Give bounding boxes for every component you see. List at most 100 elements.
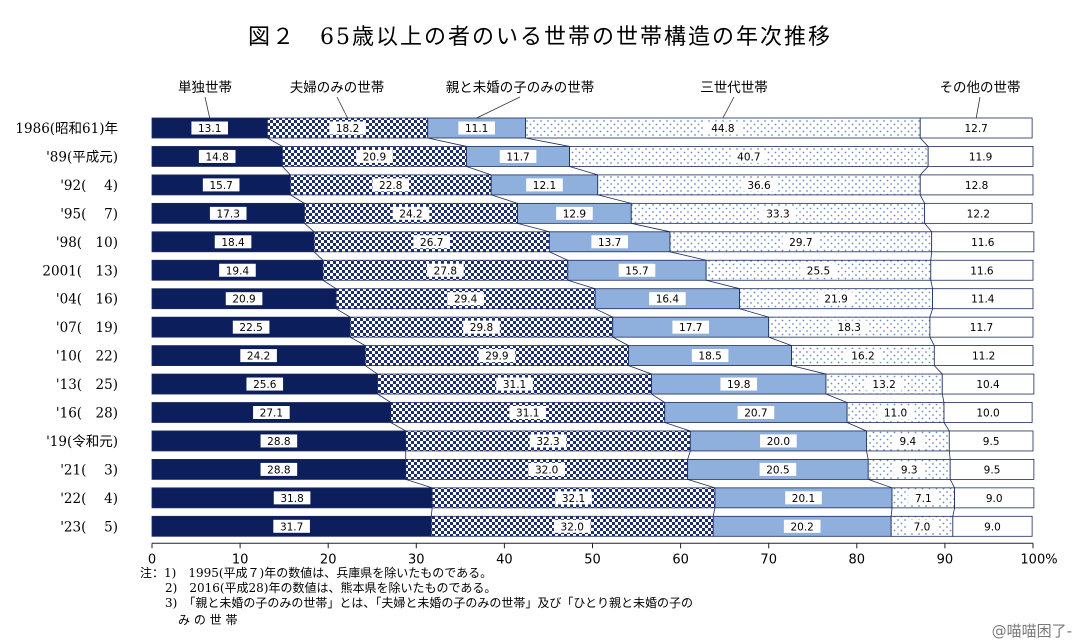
value-label-bg <box>965 349 1002 363</box>
value-label-bg <box>759 206 797 220</box>
connector-line <box>390 422 406 432</box>
value-label-bg <box>526 178 563 192</box>
value-label-bg <box>463 320 500 334</box>
value-label: 7.1 <box>915 493 932 505</box>
value-label: 12.9 <box>563 208 586 220</box>
value-label: 20.9 <box>363 151 386 163</box>
connector-line <box>322 279 337 290</box>
value-label-bg <box>458 121 495 135</box>
value-label: 11.7 <box>970 322 993 334</box>
value-label: 29.7 <box>789 237 812 249</box>
value-label: 10.4 <box>976 379 1000 391</box>
value-label: 26.7 <box>420 237 443 249</box>
value-label: 16.4 <box>656 294 680 306</box>
connector-line <box>929 308 933 318</box>
value-label-bg <box>273 519 310 533</box>
connector-line <box>791 365 827 375</box>
value-label-bg <box>672 320 710 334</box>
legend-label: その他の世帯 <box>940 80 1021 96</box>
value-label: 29.8 <box>470 322 493 334</box>
connector-line <box>846 422 867 432</box>
connector-line <box>919 166 929 176</box>
connector-line <box>304 223 315 233</box>
legend-label: 単独世帯 <box>178 80 232 96</box>
note-2: 2) 2016(平成28)年の数値は、熊本県を除いたものである。 <box>165 580 496 595</box>
value-label: 9.3 <box>901 464 918 476</box>
value-label: 32.3 <box>536 436 559 448</box>
value-label-bg <box>783 519 821 533</box>
note-3: 3) 「親と未婚の子のみの世帯」とは、「夫婦と未婚の子のみの世帯」及び「ひとり親… <box>165 595 693 610</box>
connector-line <box>706 279 740 290</box>
value-label: 11.0 <box>884 408 907 420</box>
x-tick-label: 10 <box>232 552 249 567</box>
value-label-bg <box>225 292 263 306</box>
value-label: 22.8 <box>379 180 402 192</box>
bar-row: 20.9 29.4 16.4 21.9 11.4 <box>151 288 1034 310</box>
value-label: 11.6 <box>970 265 994 277</box>
value-label: 20.5 <box>766 464 789 476</box>
segment-connector-lines <box>267 137 955 517</box>
value-label-bg <box>392 206 430 220</box>
connector-line <box>491 194 518 204</box>
value-label-bg <box>191 121 229 135</box>
value-label: 12.8 <box>965 180 988 192</box>
value-label-bg <box>246 377 284 391</box>
value-label-bg <box>865 377 903 391</box>
value-label: 20.2 <box>790 521 813 533</box>
value-label: 12.1 <box>533 180 556 192</box>
value-label-bg <box>964 292 1002 306</box>
value-label: 25.5 <box>807 265 830 277</box>
value-label-bg <box>969 377 1007 391</box>
bar-row: 19.4 27.8 15.7 25.5 11.6 <box>151 259 1034 281</box>
legend: 単独世帯 夫婦のみの世帯 親と未婚の子のみの世帯 三世代世帯 その他の世帯 <box>178 79 1021 96</box>
value-label-bg <box>877 406 914 419</box>
value-label: 20.7 <box>744 408 767 420</box>
value-label: 9.5 <box>984 464 1001 476</box>
value-label: 20.9 <box>232 294 255 306</box>
value-label-bg <box>963 263 1001 277</box>
bar-row: 18.4 26.7 13.7 29.7 11.6 <box>151 231 1035 253</box>
bar-row: 14.8 20.9 11.7 40.7 11.9 <box>151 146 1034 167</box>
value-label-bg <box>969 406 1007 419</box>
row-label: 1986(昭和61)年 <box>15 121 118 137</box>
value-label: 32.0 <box>561 521 584 533</box>
bar-row: 24.2 29.9 18.5 16.2 11.2 <box>151 345 1034 367</box>
row-label: '10( 22) <box>56 349 118 365</box>
value-label-bg <box>260 434 298 448</box>
value-label-bg <box>496 377 533 391</box>
connector-line <box>712 507 716 517</box>
value-label: 7.0 <box>914 521 931 533</box>
legend-leader-line <box>336 96 348 119</box>
connector-line <box>567 279 596 290</box>
x-tick-label: 90 <box>937 552 954 567</box>
value-label: 10.0 <box>976 408 999 420</box>
value-label: 44.8 <box>711 123 734 135</box>
row-label: '92( 4) <box>60 178 118 194</box>
bar-row: 31.7 32.0 20.2 7.0 9.0 <box>151 515 1033 537</box>
connector-line <box>549 251 568 261</box>
value-label-bg <box>509 406 547 419</box>
connector-line <box>948 450 951 460</box>
connector-line <box>930 251 933 261</box>
value-label: 18.5 <box>698 351 721 363</box>
value-label: 40.7 <box>737 151 760 163</box>
bar-row: 13.1 18.2 11.1 44.8 12.7 <box>151 117 1033 139</box>
value-label: 11.7 <box>506 151 529 163</box>
value-label: 27.8 <box>434 265 457 277</box>
value-label-bg <box>958 178 995 192</box>
connector-line <box>739 308 769 318</box>
value-label: 31.7 <box>280 521 303 533</box>
bar-row: 31.8 32.1 20.1 7.1 9.0 <box>151 487 1035 509</box>
connector-line <box>612 336 629 346</box>
value-label-bg <box>499 149 537 163</box>
value-label: 24.2 <box>247 351 270 363</box>
row-label: '04( 16) <box>56 292 118 308</box>
value-label: 17.7 <box>679 322 702 334</box>
value-label: 18.4 <box>221 237 245 249</box>
value-label: 13.1 <box>198 123 221 135</box>
value-label: 17.3 <box>217 208 240 220</box>
value-label-bg <box>691 349 729 363</box>
value-label: 15.7 <box>209 180 232 192</box>
value-label: 32.1 <box>562 493 585 505</box>
row-label: 2001( 13) <box>42 263 118 279</box>
